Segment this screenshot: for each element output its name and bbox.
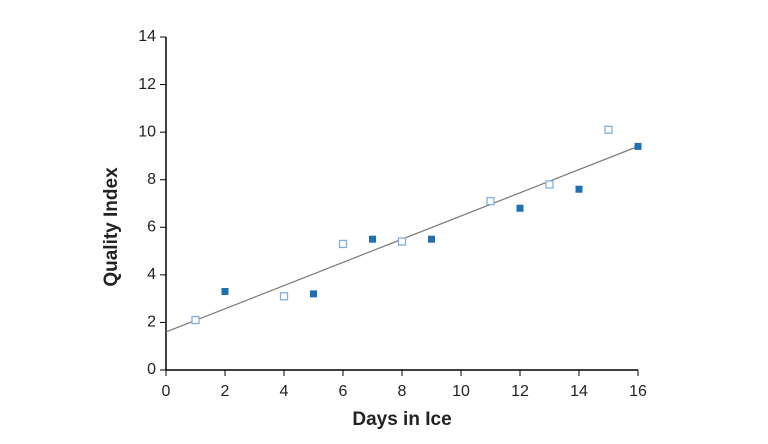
point (338, 239, 348, 249)
point (486, 196, 495, 206)
x-tick-label: 10 (452, 383, 470, 400)
point (428, 235, 435, 243)
x-tick-label: 8 (398, 383, 407, 400)
point (279, 292, 289, 301)
x-tick-label: 12 (511, 383, 529, 400)
point (397, 237, 407, 246)
y-axis-title: Quality Index (101, 167, 122, 287)
y-tick-label: 4 (147, 266, 156, 283)
x-tick-label: 2 (221, 383, 230, 400)
y-tick-label: 12 (138, 76, 156, 93)
y-tick-label: 14 (138, 28, 156, 45)
x-tick-label: 0 (162, 383, 171, 400)
y-tick-label: 0 (147, 361, 156, 378)
point (575, 185, 583, 193)
point (516, 204, 524, 212)
point (221, 288, 229, 296)
x-tick-label: 14 (570, 383, 588, 400)
y-tick-label: 2 (147, 314, 156, 331)
x-tick-label: 16 (629, 383, 647, 400)
x-axis-title: Days in Ice (352, 409, 451, 430)
point (310, 290, 317, 298)
point (545, 180, 554, 189)
point (634, 142, 642, 150)
x-tick-label: 4 (280, 383, 289, 400)
y-tick-label: 8 (147, 171, 156, 188)
y-tick-label: 10 (138, 123, 156, 140)
point (191, 315, 200, 325)
y-tick-label: 6 (147, 219, 156, 236)
x-tick-label: 6 (339, 383, 348, 400)
point (369, 235, 376, 243)
point (604, 125, 613, 134)
